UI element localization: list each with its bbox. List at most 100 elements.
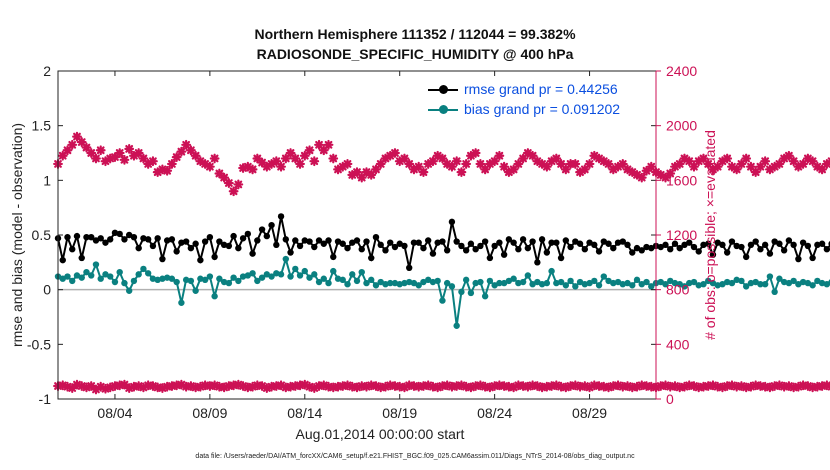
obs-star-stroke: [538, 383, 546, 392]
rmse-point: [799, 239, 807, 246]
y-tick-label-left: 0: [43, 282, 51, 298]
rmse-point: [429, 250, 437, 257]
rmse-point: [500, 251, 508, 258]
bias-point: [420, 278, 427, 286]
rmse-point: [462, 247, 470, 254]
bias-point: [505, 277, 513, 285]
bias-point: [59, 275, 66, 282]
bias-point: [638, 281, 645, 288]
rmse-point: [448, 218, 456, 226]
rmse-point: [629, 249, 636, 256]
y-tick-label-left: -0.5: [27, 336, 51, 352]
rmse-point: [83, 233, 90, 241]
obs-star-stroke: [742, 154, 751, 163]
rmse-point: [149, 242, 157, 250]
bias-point: [368, 276, 375, 284]
rmse-point: [230, 232, 237, 240]
obs-star-stroke: [272, 382, 281, 390]
bias-point: [529, 281, 536, 288]
rmse-point: [306, 238, 313, 245]
rmse-point: [358, 246, 365, 253]
bias-point: [301, 267, 308, 275]
bias-point: [339, 276, 346, 284]
obs-possible-point: [684, 156, 695, 167]
rmse-point: [325, 237, 332, 244]
bias-point: [216, 275, 223, 282]
rmse-point: [538, 236, 546, 243]
rmse-point: [624, 241, 631, 249]
obs-possible-point: [214, 168, 225, 179]
obs-star-stroke: [656, 170, 665, 179]
bias-point: [595, 282, 603, 289]
bias-point: [230, 274, 237, 281]
rmse-point: [534, 259, 541, 266]
rmse-point: [548, 239, 555, 246]
rmse-point: [515, 246, 522, 253]
rmse-point: [182, 238, 190, 245]
obs-star-stroke: [73, 132, 81, 141]
obs-star-stroke: [633, 170, 641, 179]
chart-title: Northern Hemisphere 111352 / 112044 = 99…: [254, 26, 576, 42]
rmse-point: [377, 241, 384, 249]
rmse-point: [567, 243, 574, 251]
rmse-point: [216, 238, 223, 245]
bias-point: [353, 277, 361, 285]
obs-star-stroke: [538, 160, 546, 168]
obs-star-stroke: [566, 382, 575, 390]
obs-star-stroke: [471, 382, 480, 390]
bias-point: [235, 277, 242, 285]
bias-point: [64, 273, 71, 280]
obs-star-stroke: [215, 169, 224, 178]
bias-point: [795, 281, 802, 288]
obs-star-stroke: [182, 140, 191, 149]
legend-marker-rmse: [439, 85, 448, 94]
rmse-point: [201, 238, 209, 245]
obs-star-stroke: [542, 382, 551, 391]
bias-point: [434, 277, 441, 285]
rmse-point: [496, 239, 503, 246]
obs-star-stroke: [201, 160, 210, 168]
obs-possible-point: [636, 172, 647, 183]
x-tick-label: 08/24: [477, 405, 512, 421]
bias-point: [643, 278, 650, 286]
bias-point: [605, 277, 612, 285]
bias-point: [125, 287, 133, 294]
bias-point: [415, 282, 422, 289]
rmse-point: [59, 256, 66, 264]
bias-point: [481, 293, 489, 300]
rmse-point: [353, 237, 361, 244]
bias-point: [600, 273, 607, 280]
obs-possible-point: [233, 179, 244, 190]
obs-star-stroke: [448, 382, 456, 391]
x-tick-label: 08/29: [572, 405, 607, 421]
obs-possible-point: [204, 161, 215, 172]
bias-point: [453, 322, 460, 329]
rmse-line: [57, 216, 830, 269]
obs-possible-point: [617, 159, 628, 169]
rmse-point: [187, 244, 195, 252]
obs-possible-point: [461, 159, 472, 169]
obs-star-stroke: [628, 383, 637, 392]
rmse-point: [714, 239, 721, 246]
rmse-point: [159, 255, 166, 263]
rmse-point: [747, 241, 755, 249]
obs-star-stroke: [391, 149, 399, 157]
rmse-point: [415, 239, 422, 246]
obs-star-stroke: [234, 180, 243, 189]
obs-star-stroke: [243, 162, 252, 171]
bias-point: [344, 281, 351, 288]
obs-possible-point: [328, 153, 339, 164]
obs-star-stroke: [172, 381, 181, 390]
obs-star-stroke: [704, 160, 713, 168]
obs-star-stroke: [163, 382, 172, 391]
bias-point: [804, 279, 812, 287]
bias-point: [766, 273, 774, 280]
bias-point: [443, 279, 451, 287]
rmse-point: [562, 237, 570, 244]
obs-possible-point: [570, 159, 581, 169]
obs-star-stroke: [277, 381, 285, 390]
rmse-point: [391, 243, 399, 251]
rmse-point: [757, 246, 764, 253]
rmse-point: [477, 242, 484, 250]
rmse-point: [273, 241, 280, 249]
